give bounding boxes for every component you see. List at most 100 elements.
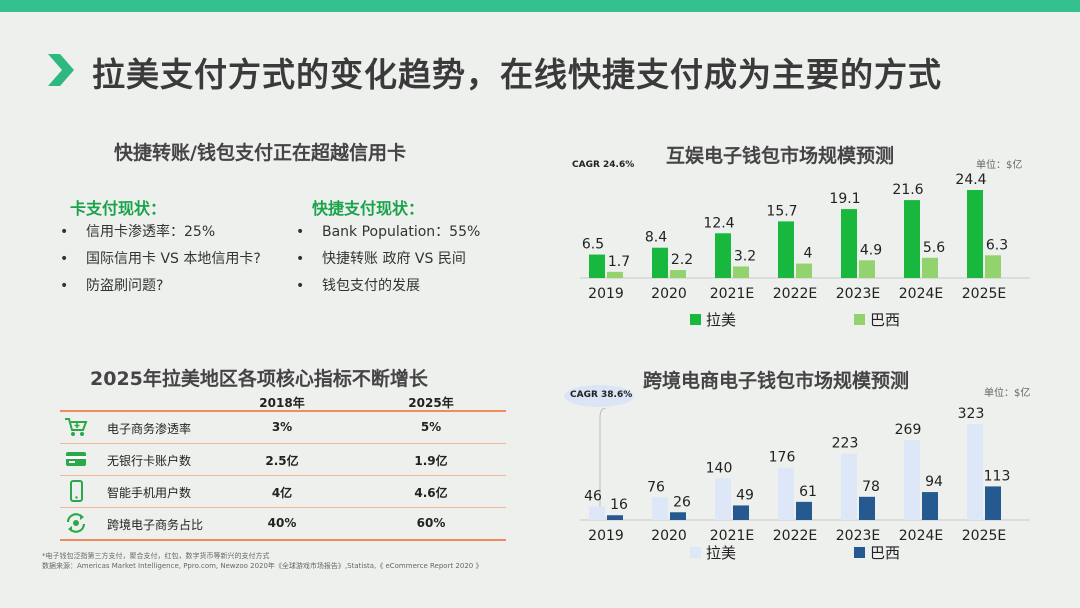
row-name: 智能手机用户数 <box>107 486 192 500</box>
card-status-heading: 卡支付现状： <box>70 199 167 218</box>
chart1-data-label: 24.4 <box>955 172 986 188</box>
chart1-data-label: 21.6 <box>892 182 923 198</box>
chart1-bar <box>652 247 668 278</box>
quick-status-list: Bank Population：55% 快捷转账 政府 VS 民间 钱包支付的发… <box>296 222 480 303</box>
page-title: 拉美支付方式的变化趋势，在线快捷支付成为主要的方式 <box>92 55 942 94</box>
chart1-cagr: CAGR 24.6% <box>572 160 635 170</box>
chart2-data-label: 113 <box>984 468 1011 484</box>
chart2-data-label: 223 <box>832 436 859 452</box>
chart1-tick-label: 2021E <box>710 286 754 302</box>
chart2-tick-label: 2020 <box>651 528 687 544</box>
cart-icon <box>65 418 88 436</box>
chart2-bar <box>589 506 605 520</box>
top-accent-bar <box>0 0 1080 12</box>
chart1-bar <box>985 255 1001 278</box>
chart1-data-label: 5.6 <box>923 240 945 256</box>
card-icon <box>66 452 86 466</box>
table-divider <box>60 475 506 476</box>
chart2-tick-label: 2021E <box>710 528 754 544</box>
chart2-bar <box>841 453 857 520</box>
chart2-cagr: CAGR 38.6% <box>570 390 633 400</box>
chart2-bar <box>715 478 731 520</box>
chart1-bar <box>922 257 938 278</box>
chart2-data-label: 176 <box>769 450 796 466</box>
chart1-tick-label: 2025E <box>962 286 1006 302</box>
chart2-legend-label: 拉美 <box>706 544 736 562</box>
row-value-2025: 60% <box>416 516 446 530</box>
chart1-data-label: 3.2 <box>734 248 756 264</box>
table-top-rule <box>60 410 506 412</box>
chart2-data-label: 61 <box>799 484 817 500</box>
exchange-icon <box>66 513 86 533</box>
chart1-data-label: 1.7 <box>608 254 630 270</box>
table-header-2025: 2025年 <box>408 396 454 410</box>
chart2-bar <box>904 440 920 520</box>
chart2-tick-label: 2024E <box>899 528 943 544</box>
table-row: 电子商务渗透率 3% 5% <box>60 412 506 443</box>
chart2-bar <box>670 512 686 520</box>
chart2-tick-label: 2025E <box>962 528 1006 544</box>
chart1-bar <box>589 254 605 278</box>
row-name: 无银行卡账户数 <box>107 454 192 468</box>
list-item: Bank Population：55% <box>296 222 480 249</box>
chart2-bar <box>967 424 983 520</box>
chart1-tick-label: 2023E <box>836 286 880 302</box>
chart2-title: 跨境电商电子钱包市场规模预测 <box>643 370 910 392</box>
table-divider <box>60 507 506 508</box>
chart1-data-label: 2.2 <box>671 252 693 268</box>
list-item: 国际信用卡 VS 本地信用卡? <box>60 249 261 276</box>
table-title: 2025年拉美地区各项核心指标不断增长 <box>90 368 428 390</box>
chart1-bar <box>967 190 983 278</box>
chart2-data-label: 16 <box>610 497 628 513</box>
chart1-bar <box>796 263 812 278</box>
row-value-2018: 2.5亿 <box>265 454 299 468</box>
table-row: 无银行卡账户数 2.5亿 1.9亿 <box>60 444 506 475</box>
chart2-unit: 单位：$亿 <box>984 388 1031 399</box>
table-header-2018: 2018年 <box>259 396 305 410</box>
row-name: 跨境电子商务占比 <box>107 518 204 532</box>
chart1-legend-label: 拉美 <box>706 311 736 329</box>
chart2-data-label: 140 <box>706 460 733 476</box>
chart1-bar <box>733 266 749 278</box>
chart2-data-label: 78 <box>862 479 880 495</box>
chart2-tick-label: 2022E <box>773 528 817 544</box>
chart2-legend-swatch <box>854 547 865 558</box>
chart1-bar <box>904 200 920 278</box>
chart1-data-label: 6.5 <box>582 237 604 253</box>
chart1-data-label: 8.4 <box>645 230 667 246</box>
chart1-legend-swatch <box>854 314 865 325</box>
table-row: 智能手机用户数 4亿 4.6亿 <box>60 476 506 507</box>
chart2-data-label: 76 <box>647 479 665 495</box>
chart1-bar <box>778 221 794 278</box>
chart2-bar <box>922 492 938 520</box>
chart1-legend-label: 巴西 <box>870 311 900 329</box>
chart2-cagr-oval <box>564 385 634 407</box>
row-value-2018: 4亿 <box>271 486 293 500</box>
row-value-2018: 40% <box>267 516 297 530</box>
list-item: 信用卡渗透率：25% <box>60 222 261 249</box>
table-divider <box>60 443 506 444</box>
footnote-sources: 数据来源：Americas Market Intelligence, Ppro.… <box>42 562 483 570</box>
chart2-bar <box>733 505 749 520</box>
chart1-tick-label: 2019 <box>588 286 624 302</box>
chart1-bar <box>715 233 731 278</box>
chart2-data-label: 49 <box>736 487 754 503</box>
chart1-data-label: 15.7 <box>766 203 797 219</box>
list-item: 快捷转账 政府 VS 民间 <box>296 249 480 276</box>
chart2-legend-swatch <box>690 547 701 558</box>
row-value-2025: 4.6亿 <box>414 486 448 500</box>
chart2-bar <box>607 515 623 520</box>
chart2-bar <box>859 496 875 520</box>
footnote-definition: *电子钱包泛指第三方支付，聚合支付，红包，数字货币等新兴的支付方式 <box>42 552 270 560</box>
chart1-legend-swatch <box>690 314 701 325</box>
chart2-bar <box>778 467 794 520</box>
chart1-tick-label: 2022E <box>773 286 817 302</box>
chart1-data-label: 4.9 <box>860 242 882 258</box>
quick-status-heading: 快捷支付现状： <box>312 199 425 218</box>
chart2-tick-label: 2023E <box>836 528 880 544</box>
chart1-svg: 6.51.7 2019 8.42.2 2020 12.4 3.2 2021E 15.7 4 202… <box>580 172 1030 329</box>
chart1-bar <box>841 209 857 278</box>
chart2-data-label: 323 <box>958 406 985 422</box>
chart2-legend-label: 巴西 <box>870 544 900 562</box>
